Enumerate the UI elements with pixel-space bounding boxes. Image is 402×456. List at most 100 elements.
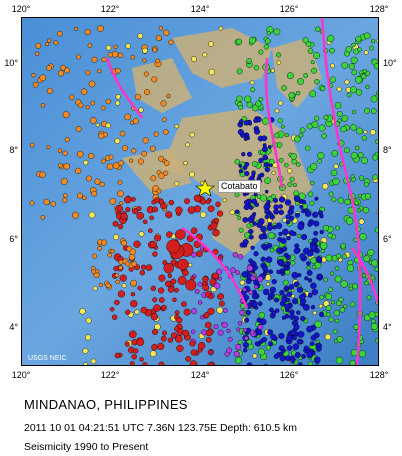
earthquake-dot <box>191 308 198 315</box>
earthquake-dot <box>226 328 231 333</box>
earthquake-dot <box>266 242 273 249</box>
earthquake-dot <box>84 29 91 36</box>
earthquake-dot <box>275 222 283 230</box>
earthquake-dot <box>299 294 306 301</box>
landmass <box>172 28 272 88</box>
earthquake-dot <box>125 309 131 315</box>
earthquake-dot <box>270 193 276 199</box>
earthquake-dot <box>343 147 350 154</box>
event-epicenter-star <box>195 179 215 197</box>
earthquake-dot <box>314 320 322 328</box>
earthquake-dot <box>137 33 144 39</box>
earthquake-dot <box>261 135 268 142</box>
earthquake-dot <box>332 328 338 334</box>
earthquake-dot <box>117 190 124 197</box>
earthquake-dot <box>358 175 365 181</box>
earthquake-dot <box>158 297 165 303</box>
earthquake-dot <box>198 300 203 305</box>
earthquake-dot <box>267 232 275 240</box>
earthquake-dot <box>238 163 243 168</box>
earthquake-dot <box>247 151 253 157</box>
earthquake-dot <box>310 181 315 186</box>
earthquake-dot <box>332 177 340 186</box>
earthquake-dot <box>189 360 198 365</box>
earthquake-dot <box>185 279 197 291</box>
earthquake-dot <box>246 265 254 272</box>
earthquake-dot <box>234 192 240 198</box>
earthquake-dot <box>175 229 186 240</box>
earthquake-dot <box>338 257 343 263</box>
earthquake-dot <box>317 259 322 264</box>
earthquake-dot <box>236 68 243 75</box>
earthquake-dot <box>238 227 244 233</box>
earthquake-dot <box>119 274 127 282</box>
earthquake-dot <box>306 265 311 270</box>
earthquake-dot <box>181 269 189 277</box>
earthquake-dot <box>258 157 264 164</box>
earthquake-dot <box>128 158 134 163</box>
earthquake-dot <box>114 299 120 306</box>
earthquake-dot <box>248 36 256 44</box>
earthquake-dot <box>351 69 358 76</box>
earthquake-dot <box>281 315 286 320</box>
earthquake-dot <box>136 338 145 347</box>
earthquake-dot <box>264 167 271 173</box>
earthquake-dot <box>272 197 278 203</box>
earthquake-dot <box>174 181 180 187</box>
earthquake-dot <box>138 107 144 113</box>
earthquake-dot <box>336 336 344 343</box>
earthquake-dot <box>293 247 300 255</box>
earthquake-dot <box>325 293 333 301</box>
earthquake-dot <box>358 218 365 225</box>
earthquake-dot <box>369 45 374 51</box>
tick-top-124: 124° <box>190 4 210 14</box>
earthquake-dot <box>165 211 173 219</box>
earthquake-dot <box>313 356 321 364</box>
earthquake-dot <box>330 169 338 177</box>
earthquake-dot <box>190 349 198 356</box>
plate-boundary <box>350 247 378 306</box>
earthquake-dot <box>259 318 267 326</box>
earthquake-dot <box>153 131 159 137</box>
earthquake-dot <box>158 287 165 294</box>
earthquake-dot <box>294 243 300 249</box>
earthquake-dot <box>109 197 117 205</box>
earthquake-dot <box>272 225 277 230</box>
earthquake-dot <box>302 303 310 311</box>
earthquake-dot <box>253 65 260 71</box>
earthquake-dot <box>187 206 196 214</box>
earthquake-dot <box>202 52 208 58</box>
tick-top-126: 126° <box>279 4 299 14</box>
earthquake-dot <box>312 211 319 218</box>
earthquake-dot <box>136 211 144 220</box>
earthquake-dot <box>229 209 235 215</box>
earthquake-dot <box>257 276 264 283</box>
earthquake-dot <box>290 153 297 160</box>
earthquake-dot <box>290 260 296 266</box>
earthquake-dot <box>113 44 118 50</box>
earthquake-dot <box>253 251 259 257</box>
earthquake-dot <box>261 243 267 249</box>
earthquake-dot <box>112 162 120 169</box>
earthquake-dot <box>166 239 181 254</box>
tick-bottom-122: 122° <box>100 370 120 380</box>
earthquake-dot <box>278 204 283 209</box>
earthquake-dot <box>297 233 302 238</box>
earthquake-dot <box>350 124 357 131</box>
earthquake-dot <box>342 253 348 259</box>
earthquake-dot <box>370 95 378 103</box>
earthquake-dot <box>334 266 340 271</box>
earthquake-dot <box>329 76 336 83</box>
earthquake-dot <box>153 304 161 312</box>
earthquake-dot <box>64 136 70 142</box>
earthquake-dot <box>250 87 256 93</box>
earthquake-dot <box>364 280 369 286</box>
earthquake-dot <box>125 261 131 267</box>
earthquake-dot <box>269 247 275 253</box>
earthquake-dot <box>47 38 52 43</box>
earthquake-dot <box>375 139 378 144</box>
earthquake-dot <box>302 37 309 44</box>
tick-left-6: 6° <box>9 234 18 244</box>
earthquake-dot <box>218 300 225 307</box>
earthquake-dot <box>218 255 223 260</box>
